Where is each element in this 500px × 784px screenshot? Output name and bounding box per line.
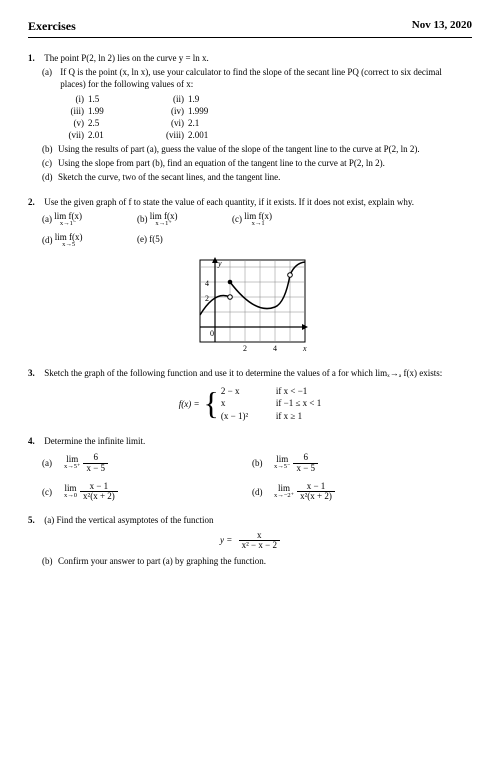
problem-1: 1. The point P(2, ln 2) lies on the curv… bbox=[28, 52, 472, 183]
problem-number: 1. bbox=[28, 52, 42, 64]
problem-2: 2. Use the given graph of f to state the… bbox=[28, 196, 472, 355]
problem-5: 5. (a) Find the vertical asymptotes of t… bbox=[28, 514, 472, 567]
limit-row-2: (d) lim f(x)x→5 (e) f(5) bbox=[42, 233, 472, 249]
problem-3: 3. Sketch the graph of the following fun… bbox=[28, 367, 472, 423]
svg-text:y: y bbox=[217, 259, 222, 268]
svg-text:x: x bbox=[302, 344, 307, 353]
piecewise-function: f(x) = { 2 − xif x < −1 xif −1 ≤ x < 1 (… bbox=[179, 385, 322, 423]
svg-text:4: 4 bbox=[205, 279, 209, 288]
header-left: Exercises bbox=[28, 18, 76, 34]
svg-text:0: 0 bbox=[210, 329, 214, 338]
part-text: If Q is the point (x, ln x), use your ca… bbox=[60, 66, 460, 90]
part-label: (a) bbox=[42, 66, 58, 78]
limit-row-1: (a) lim f(x)x→1⁻ (b) lim f(x)x→1⁺ (c) li… bbox=[42, 212, 472, 228]
svg-text:4: 4 bbox=[273, 344, 277, 353]
problem-intro: The point P(2, ln 2) lies on the curve y… bbox=[44, 52, 464, 64]
header-right: Nov 13, 2020 bbox=[412, 18, 472, 34]
problem-4: 4. Determine the infinite limit. (a)limx… bbox=[28, 435, 472, 503]
function-graph: 0 2 4 x 2 4 y bbox=[185, 255, 315, 355]
svg-text:2: 2 bbox=[243, 344, 247, 353]
roman-list: (i)1.5(ii)1.9 (iii)1.99(iv)1.999 (v)2.5(… bbox=[58, 93, 472, 142]
page-header: Exercises Nov 13, 2020 bbox=[28, 18, 472, 38]
svg-text:2: 2 bbox=[205, 294, 209, 303]
